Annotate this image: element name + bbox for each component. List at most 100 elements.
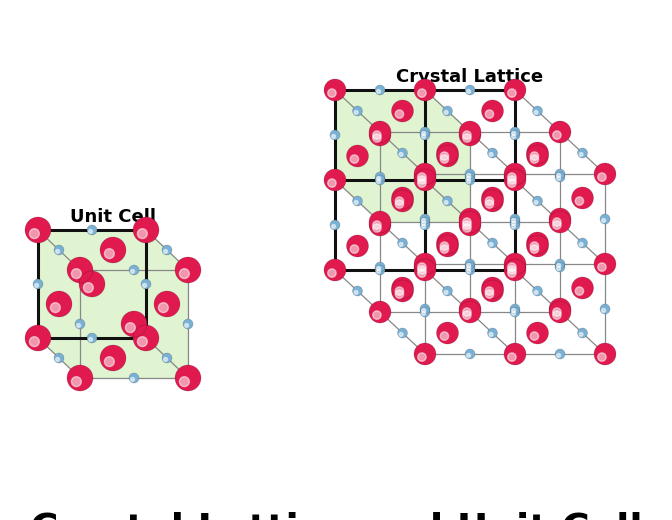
Circle shape	[510, 127, 520, 137]
Circle shape	[154, 291, 180, 317]
Circle shape	[420, 130, 430, 140]
Circle shape	[369, 301, 391, 323]
Circle shape	[482, 280, 503, 302]
Circle shape	[418, 173, 426, 181]
Circle shape	[71, 269, 81, 279]
Circle shape	[440, 245, 449, 253]
Text: Unit Cell: Unit Cell	[70, 208, 156, 226]
Circle shape	[375, 172, 385, 182]
Circle shape	[508, 353, 516, 361]
Circle shape	[465, 262, 475, 272]
Circle shape	[465, 175, 475, 185]
Circle shape	[30, 337, 39, 346]
Polygon shape	[38, 338, 188, 378]
Polygon shape	[38, 230, 146, 338]
Circle shape	[369, 121, 391, 143]
Circle shape	[420, 307, 430, 317]
Circle shape	[442, 196, 452, 206]
Circle shape	[164, 358, 167, 361]
Circle shape	[444, 201, 448, 204]
Circle shape	[133, 217, 159, 243]
Circle shape	[130, 378, 134, 381]
Circle shape	[422, 311, 425, 315]
Text: Crystal Lattice: Crystal Lattice	[396, 68, 544, 86]
Circle shape	[553, 218, 561, 226]
Circle shape	[504, 163, 526, 185]
Circle shape	[466, 264, 470, 267]
Circle shape	[420, 304, 430, 314]
Circle shape	[133, 325, 159, 351]
Circle shape	[485, 110, 494, 118]
Circle shape	[444, 110, 448, 114]
Circle shape	[465, 169, 475, 179]
Circle shape	[54, 353, 64, 363]
Circle shape	[324, 79, 346, 101]
Circle shape	[418, 266, 426, 274]
Circle shape	[175, 257, 201, 283]
Circle shape	[440, 332, 449, 340]
Circle shape	[549, 301, 571, 323]
Circle shape	[67, 365, 93, 391]
Circle shape	[485, 197, 494, 205]
Circle shape	[510, 214, 520, 224]
Circle shape	[100, 345, 126, 371]
Circle shape	[465, 85, 475, 95]
Circle shape	[463, 134, 471, 142]
Circle shape	[399, 242, 403, 246]
Circle shape	[466, 174, 470, 177]
Circle shape	[328, 269, 336, 277]
Circle shape	[510, 220, 520, 230]
Circle shape	[579, 152, 583, 157]
Circle shape	[353, 106, 362, 116]
Circle shape	[511, 135, 515, 138]
Polygon shape	[335, 180, 470, 222]
Circle shape	[600, 304, 610, 314]
Circle shape	[526, 142, 548, 164]
Circle shape	[373, 224, 381, 232]
Circle shape	[556, 354, 560, 357]
Circle shape	[377, 269, 380, 274]
Circle shape	[511, 308, 515, 313]
Circle shape	[530, 242, 538, 250]
Circle shape	[395, 197, 404, 205]
Circle shape	[594, 253, 616, 275]
Circle shape	[414, 343, 436, 365]
Circle shape	[489, 242, 493, 246]
Circle shape	[354, 201, 358, 204]
Circle shape	[530, 152, 538, 160]
Circle shape	[137, 337, 147, 346]
Circle shape	[137, 229, 147, 239]
Circle shape	[328, 179, 336, 187]
Circle shape	[553, 311, 561, 319]
Circle shape	[530, 332, 538, 340]
Circle shape	[508, 179, 516, 187]
Circle shape	[330, 130, 340, 140]
Circle shape	[377, 89, 380, 93]
Circle shape	[511, 311, 515, 315]
Circle shape	[79, 271, 105, 297]
Circle shape	[77, 323, 81, 327]
Circle shape	[577, 328, 587, 338]
Circle shape	[556, 264, 560, 267]
Circle shape	[369, 214, 391, 236]
Circle shape	[549, 208, 571, 230]
Circle shape	[392, 190, 413, 212]
Circle shape	[392, 187, 413, 209]
Circle shape	[526, 322, 548, 344]
Circle shape	[398, 328, 407, 338]
Circle shape	[508, 269, 516, 277]
Circle shape	[485, 290, 494, 298]
Circle shape	[437, 145, 458, 167]
Circle shape	[414, 166, 436, 188]
Circle shape	[129, 373, 139, 383]
Circle shape	[332, 135, 335, 138]
Circle shape	[104, 249, 114, 258]
Circle shape	[373, 134, 381, 142]
Circle shape	[399, 152, 403, 157]
Circle shape	[142, 283, 146, 287]
Circle shape	[354, 110, 358, 114]
Circle shape	[459, 301, 481, 323]
Circle shape	[487, 328, 497, 338]
Circle shape	[465, 172, 475, 182]
Circle shape	[183, 319, 193, 329]
